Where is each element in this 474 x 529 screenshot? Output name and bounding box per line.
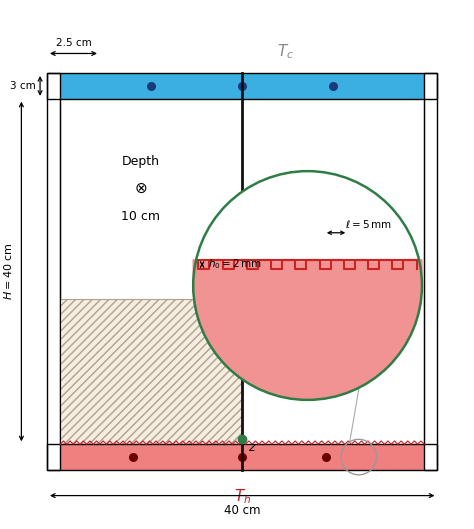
Bar <box>424 73 438 470</box>
Text: $T_h$: $T_h$ <box>234 488 251 506</box>
Bar <box>60 299 242 444</box>
Text: $z$: $z$ <box>248 441 257 454</box>
Circle shape <box>193 171 422 400</box>
Text: 2.5 cm: 2.5 cm <box>56 38 91 48</box>
Bar <box>47 73 438 99</box>
Text: 3 cm: 3 cm <box>9 81 36 91</box>
Text: $H = 40$ cm: $H = 40$ cm <box>2 243 14 300</box>
Bar <box>47 444 438 470</box>
Text: 40 cm: 40 cm <box>224 504 260 517</box>
Polygon shape <box>199 204 417 260</box>
Text: 10 cm: 10 cm <box>121 210 160 223</box>
Text: $T_c$: $T_c$ <box>277 43 294 61</box>
Text: $\otimes$: $\otimes$ <box>134 181 147 196</box>
Text: Depth: Depth <box>121 155 159 168</box>
Bar <box>47 73 60 470</box>
Polygon shape <box>193 260 422 400</box>
Bar <box>47 73 438 99</box>
Text: $\ell = 5\,\mathrm{mm}$: $\ell = 5\,\mathrm{mm}$ <box>346 218 392 231</box>
Text: $h_0 = 2\,\mathrm{mm}$: $h_0 = 2\,\mathrm{mm}$ <box>208 258 262 271</box>
Bar <box>47 444 438 470</box>
